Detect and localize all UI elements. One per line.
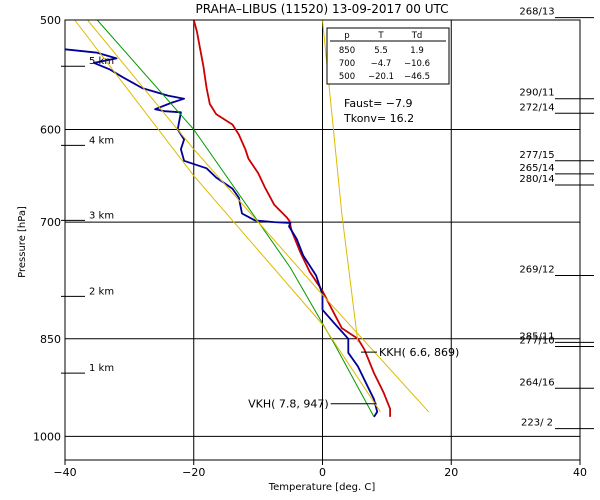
y-tick-label: 600 — [40, 124, 61, 137]
wind-level-label: 285/11 — [519, 331, 554, 342]
y-tick-label: 500 — [40, 14, 61, 27]
annotation-label: KKH( 6.6, 869) — [379, 346, 459, 359]
wind-level-label: 277/10 — [519, 336, 554, 347]
info-table-cell: 1.9 — [410, 46, 424, 56]
info-table-cell: −46.5 — [404, 72, 430, 82]
x-tick-label: 40 — [573, 466, 587, 479]
x-tick-label: −40 — [53, 466, 76, 479]
height-marker-label: 1 km — [89, 363, 114, 374]
height-marker-label: 5 km — [89, 56, 114, 67]
info-table-header: Td — [411, 31, 423, 41]
x-axis-label: Temperature [deg. C] — [268, 482, 376, 493]
info-table-cell: 850 — [339, 46, 355, 56]
annotation-layer: KKH( 6.6, 869) VKH( 7.8, 947) — [248, 346, 459, 411]
height-marker-label: 3 km — [89, 210, 114, 221]
series-reference-yellow-dry-line — [87, 19, 430, 413]
series-reference-green-line — [96, 19, 375, 418]
wind-level-label: 290/11 — [519, 88, 554, 99]
wind-level-label: 272/14 — [519, 102, 554, 113]
series-dewpoint-line — [64, 48, 379, 418]
annotation-label: VKH( 7.8, 947) — [248, 398, 329, 411]
info-table-cell: 700 — [339, 59, 355, 69]
info-table: p T Td 850 5.5 1.9 700 −4.7 −10.6 500 −20.1 −46.5 — [326, 27, 450, 85]
height-marker-label: 4 km — [89, 135, 114, 146]
x-tick-label: −20 — [182, 466, 205, 479]
axes-layer: −40 −20 0 20 40 500 600 700 850 1000 5 km 4 km 3 km 2… — [33, 14, 587, 479]
chart-title: PRAHA–LIBUS (11520) 13-09-2017 00 UTC — [196, 2, 449, 16]
info-table-cell: −10.6 — [404, 59, 430, 69]
info-table-cell: 500 — [339, 72, 355, 82]
info-table-cell: −20.1 — [368, 72, 394, 82]
series-layer — [64, 19, 430, 418]
wind-level-label: 269/12 — [519, 264, 554, 275]
y-tick-label: 1000 — [33, 430, 61, 443]
info-table-cell: 5.5 — [374, 46, 388, 56]
wind-level-label: 264/16 — [519, 377, 554, 388]
wind-level-label: 268/13 — [519, 7, 554, 18]
indices-block: Faust= −7.9 Tkonv= 16.2 — [343, 97, 414, 125]
x-tick-label: 0 — [319, 466, 326, 479]
y-tick-label: 700 — [40, 216, 61, 229]
series-reference-yellow-moist-line — [74, 19, 381, 413]
wind-level-label: 277/15 — [519, 150, 554, 161]
info-table-cell: −4.7 — [371, 59, 392, 69]
wind-level-label: 280/14 — [519, 174, 554, 185]
wind-level-label: 265/14 — [519, 163, 554, 174]
wind-level-label: 223/ 2 — [521, 418, 553, 429]
info-table-header: p — [344, 31, 349, 41]
x-tick-label: 20 — [444, 466, 458, 479]
stability-index: Tkonv= 16.2 — [343, 112, 414, 125]
info-table-box — [326, 27, 450, 85]
y-tick-label: 850 — [40, 333, 61, 346]
stability-index: Faust= −7.9 — [344, 97, 413, 110]
series-temperature-line — [192, 19, 392, 417]
height-marker-label: 2 km — [89, 286, 114, 297]
y-axis-label: Pressure [hPa] — [17, 206, 28, 278]
info-table-header: T — [377, 31, 384, 41]
